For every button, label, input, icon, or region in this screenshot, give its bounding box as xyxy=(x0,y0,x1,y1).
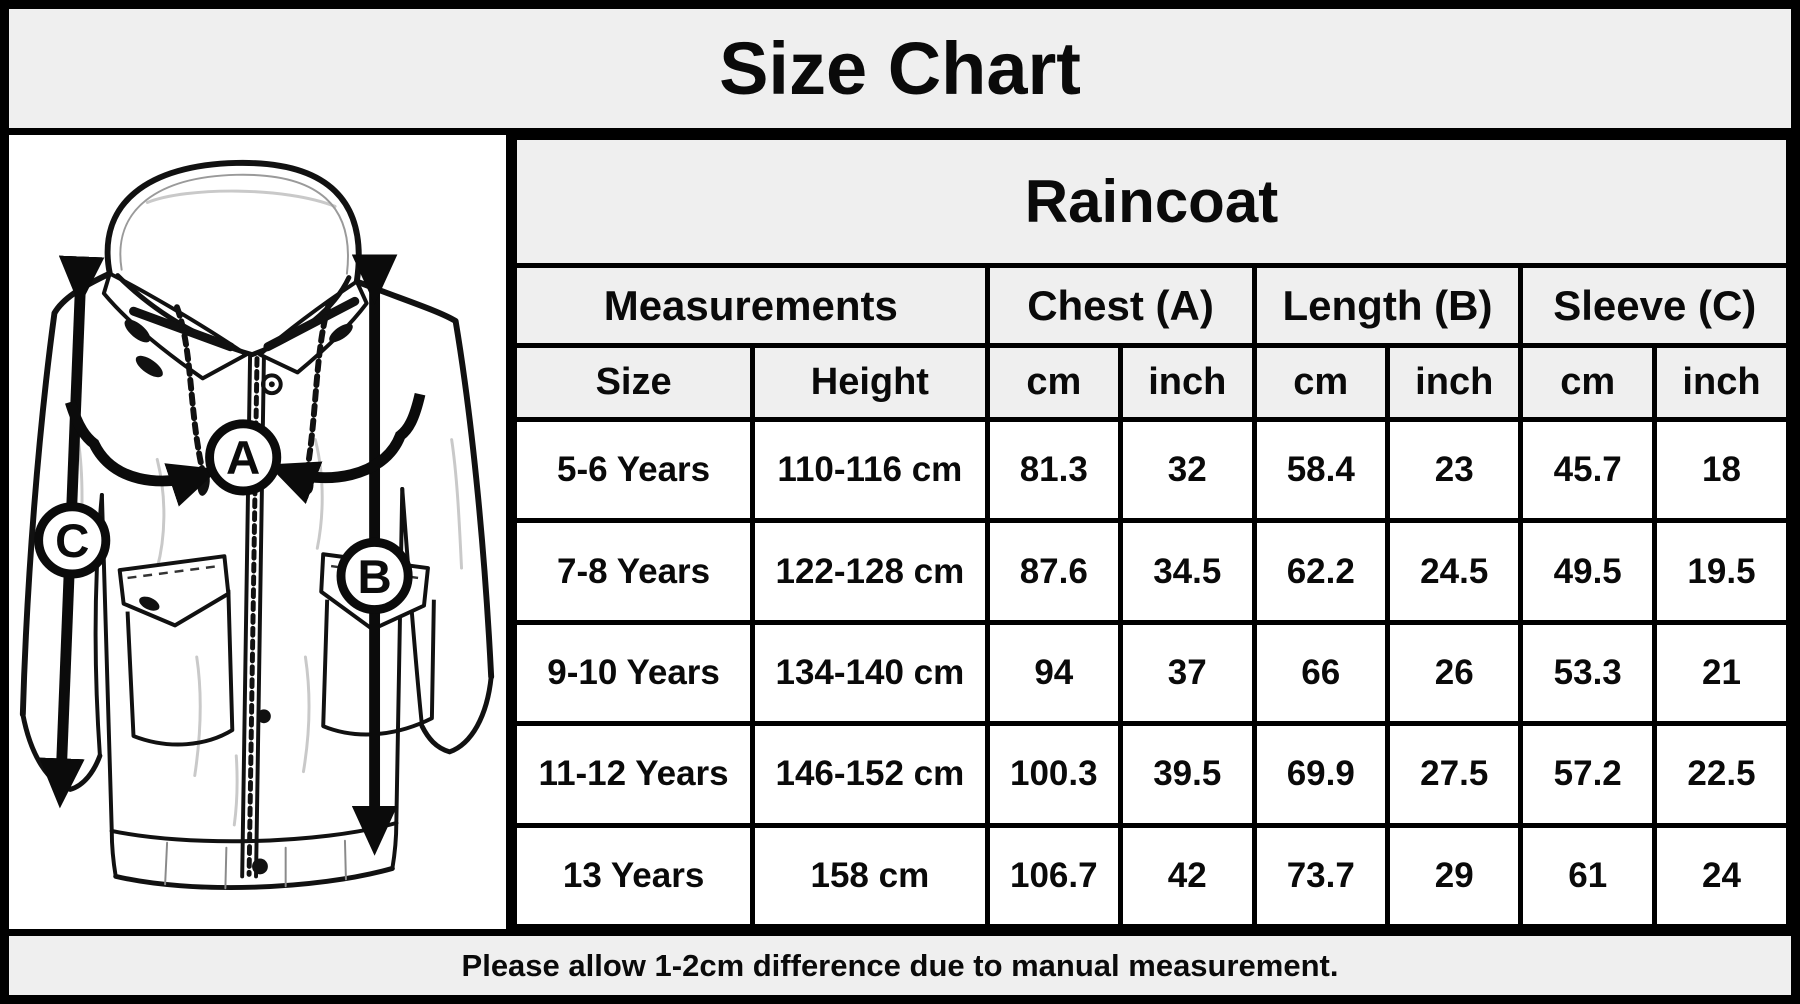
cell-sleeve-inch: 18 xyxy=(1651,416,1791,524)
product-title: Raincoat xyxy=(512,135,1791,268)
cell-length-inch: 24.5 xyxy=(1384,518,1524,625)
cell-sleeve-cm: 57.2 xyxy=(1518,721,1657,828)
footer-band: Please allow 1-2cm difference due to man… xyxy=(9,929,1791,995)
table-row: 5-6 Years 110-116 cm 81.3 32 58.4 23 45.… xyxy=(511,416,1791,524)
badge-a-circle xyxy=(205,419,282,496)
table-row: 9-10 Years 134-140 cm 94 37 66 26 53.3 2… xyxy=(511,619,1791,727)
cell-chest-cm: 94 xyxy=(984,619,1124,727)
raincoat-diagram-panel: A B C xyxy=(9,135,512,929)
cell-chest-inch: 34.5 xyxy=(1118,518,1257,625)
cell-length-inch: 29 xyxy=(1384,822,1524,930)
group-header-row: Measurements Chest (A) Length (B) Sleeve… xyxy=(512,263,1791,348)
cell-chest-cm: 100.3 xyxy=(984,721,1124,828)
col-length-cm: cm xyxy=(1251,343,1391,422)
cell-sleeve-inch: 19.5 xyxy=(1651,518,1791,625)
col-height: Height xyxy=(750,343,990,422)
cell-length-cm: 66 xyxy=(1251,619,1391,727)
col-size: Size xyxy=(511,343,756,422)
cell-chest-cm: 106.7 xyxy=(984,822,1124,930)
cell-size: 5-6 Years xyxy=(511,416,756,524)
main-area: A B C Raincoat xyxy=(9,135,1791,930)
cell-sleeve-cm: 49.5 xyxy=(1518,518,1657,625)
cell-length-inch: 26 xyxy=(1384,619,1524,727)
subheader-row: Size Height cm inch cm inch cm inch xyxy=(511,343,1791,422)
chest-arrow-left xyxy=(65,400,219,507)
table-row: 7-8 Years 122-128 cm 87.6 34.5 62.2 24.5… xyxy=(511,518,1791,625)
cell-height: 122-128 cm xyxy=(750,518,990,625)
cell-height: 146-152 cm xyxy=(750,721,990,828)
cell-chest-inch: 39.5 xyxy=(1118,721,1257,828)
cell-chest-cm: 81.3 xyxy=(984,416,1124,524)
measurement-note: Please allow 1-2cm difference due to man… xyxy=(461,947,1339,983)
col-sleeve-cm: cm xyxy=(1518,343,1657,422)
cell-length-cm: 58.4 xyxy=(1251,416,1391,524)
cell-length-inch: 27.5 xyxy=(1384,721,1524,828)
size-table: Raincoat Measurements Chest (A) Length (… xyxy=(511,135,1791,930)
chest-arrow-right xyxy=(267,392,426,504)
cell-chest-inch: 37 xyxy=(1118,619,1257,727)
cell-height: 158 cm xyxy=(750,822,990,930)
col-chest-inch: inch xyxy=(1118,343,1257,422)
cell-sleeve-cm: 45.7 xyxy=(1518,416,1657,524)
cell-sleeve-inch: 21 xyxy=(1651,619,1791,727)
badge-b-label: B xyxy=(357,551,391,604)
product-header-row: Raincoat xyxy=(512,135,1791,268)
snap-button xyxy=(260,373,283,396)
page-title: Size Chart xyxy=(719,27,1081,110)
col-chest-cm: cm xyxy=(984,343,1124,422)
cell-chest-inch: 32 xyxy=(1118,416,1257,524)
cell-length-cm: 62.2 xyxy=(1251,518,1391,625)
badge-b-circle xyxy=(336,537,413,615)
group-sleeve: Sleeve (C) xyxy=(1518,263,1791,348)
cell-sleeve-cm: 53.3 xyxy=(1518,619,1657,727)
cell-sleeve-inch: 24 xyxy=(1651,822,1791,930)
cell-size: 9-10 Years xyxy=(511,619,756,727)
cell-sleeve-inch: 22.5 xyxy=(1651,721,1791,828)
cell-length-cm: 69.9 xyxy=(1251,721,1391,828)
badge-c-circle xyxy=(34,502,111,579)
title-band: Size Chart xyxy=(9,9,1791,135)
table-row: 13 Years 158 cm 106.7 42 73.7 29 61 24 xyxy=(511,822,1791,930)
col-length-inch: inch xyxy=(1384,343,1524,422)
size-table-panel: Raincoat Measurements Chest (A) Length (… xyxy=(511,135,1791,930)
cell-size: 7-8 Years xyxy=(511,518,756,625)
measure-badges: A B C xyxy=(34,419,413,615)
cell-sleeve-cm: 61 xyxy=(1518,822,1657,930)
group-measurements: Measurements xyxy=(512,263,990,348)
table-row: 11-12 Years 146-152 cm 100.3 39.5 69.9 2… xyxy=(511,721,1791,828)
col-sleeve-inch: inch xyxy=(1651,343,1791,422)
badge-c-label: C xyxy=(55,515,89,568)
cell-height: 110-116 cm xyxy=(750,416,990,524)
cell-height: 134-140 cm xyxy=(750,619,990,727)
group-chest: Chest (A) xyxy=(984,263,1257,348)
raincoat-illustration-icon: A B C xyxy=(19,159,495,891)
cell-length-inch: 23 xyxy=(1384,416,1524,524)
cell-size: 13 Years xyxy=(511,822,756,930)
cell-chest-inch: 42 xyxy=(1118,822,1257,930)
cell-chest-cm: 87.6 xyxy=(984,518,1124,625)
cell-length-cm: 73.7 xyxy=(1251,822,1391,930)
badge-a-label: A xyxy=(226,432,260,485)
group-length: Length (B) xyxy=(1251,263,1524,348)
cell-size: 11-12 Years xyxy=(511,721,756,828)
